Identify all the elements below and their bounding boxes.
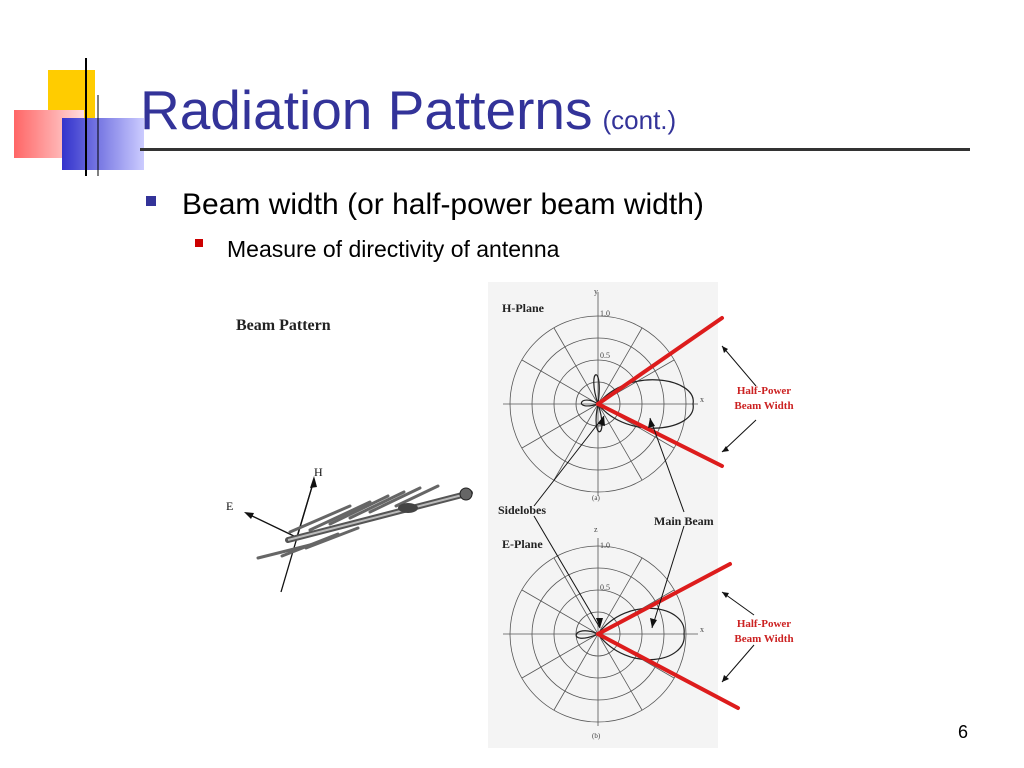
tick-1-0-top: 1.0 [600, 309, 610, 318]
bullet-square-icon [146, 196, 156, 206]
polar-patterns-figure: H-Plane 1.0 0.5 y x (a) E-Plane 1.0 0.5 … [488, 282, 718, 748]
half-power-beam-lines [596, 316, 740, 710]
axis-z-label: z [594, 525, 598, 534]
tick-1-0-bottom: 1.0 [600, 541, 610, 550]
e-plane-label: E-Plane [502, 537, 543, 551]
half-power-label-top-1: Half-Power [737, 385, 791, 397]
main-beam-label: Main Beam [654, 514, 714, 528]
sidelobes-label: Sidelobes [498, 503, 546, 517]
slide-title: Radiation Patterns (cont.) [140, 78, 676, 142]
slide-title-text: Radiation Patterns [140, 79, 593, 141]
axis-x-label-top: x [700, 395, 704, 404]
axis-e-label: E [226, 499, 233, 513]
antenna-illustration: Beam Pattern H E [226, 317, 473, 593]
page-number: 6 [958, 722, 969, 742]
bullet-text: Beam width (or half-power beam width) [182, 188, 704, 221]
bullet-level-1: Beam width (or half-power beam width) [146, 188, 704, 222]
beam-pattern-label: Beam Pattern [236, 317, 331, 334]
bullet-text: Measure of directivity of antenna [227, 236, 560, 262]
tick-0-5-top: 0.5 [600, 351, 610, 360]
half-power-label-bottom-1: Half-Power [737, 618, 791, 630]
tick-0-5-bottom: 0.5 [600, 583, 610, 592]
slide-title-suffix: (cont.) [602, 105, 677, 135]
title-underline [140, 148, 970, 151]
half-power-label-bottom-2: Beam Width [734, 633, 793, 645]
caption-a: (a) [592, 494, 600, 502]
bullet-square-icon [195, 239, 203, 247]
axis-x-label-bottom: x [700, 625, 704, 634]
bullet-level-2: Measure of directivity of antenna [195, 236, 559, 263]
decorative-corner-graphic [14, 58, 144, 176]
axis-y-label: y [594, 287, 598, 296]
axis-h-label: H [314, 465, 323, 479]
h-plane-label: H-Plane [502, 301, 545, 315]
caption-b: (b) [592, 732, 601, 740]
half-power-label-top-2: Beam Width [734, 400, 793, 412]
